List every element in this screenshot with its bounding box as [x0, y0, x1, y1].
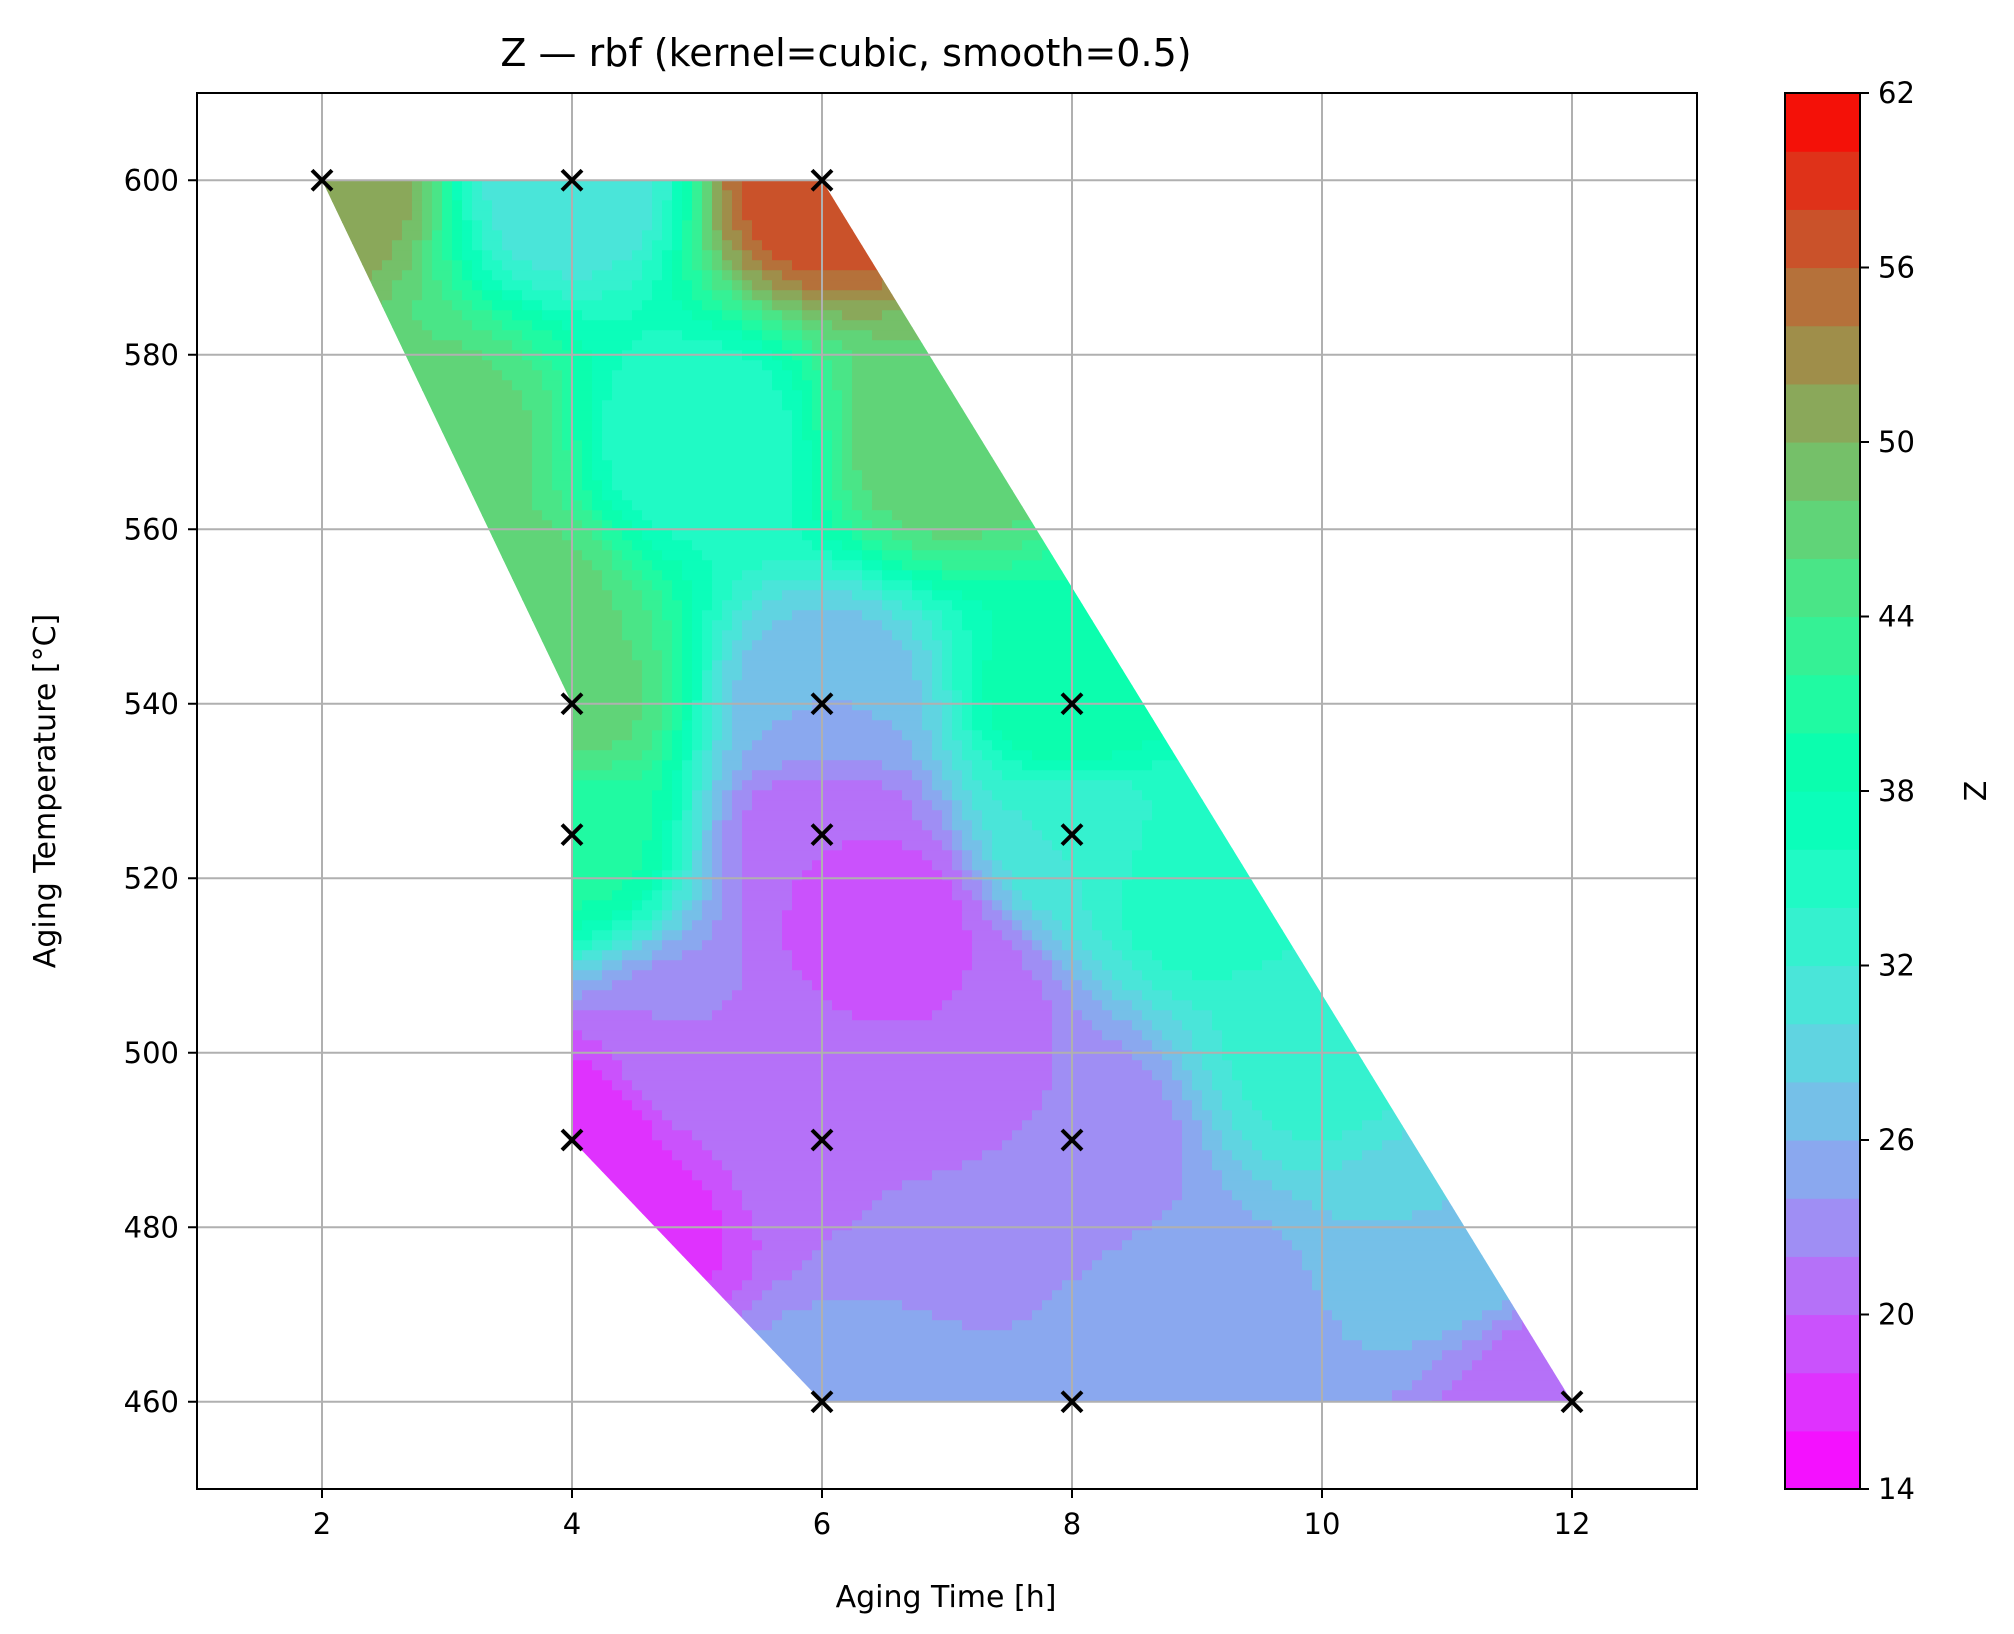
x-tick-label: 2	[313, 1507, 331, 1541]
sample-point-marker	[810, 1390, 834, 1414]
colorbar-band	[1785, 325, 1860, 385]
y-tick-label: 560	[124, 512, 179, 546]
colorbar-tick-label: 38	[1878, 774, 1915, 808]
y-tick-label: 520	[124, 861, 179, 895]
colorbar-band	[1785, 1023, 1860, 1083]
y-tick-label: 500	[124, 1036, 179, 1070]
sample-points	[310, 168, 1584, 1414]
sample-point-marker	[560, 823, 584, 847]
sample-point-marker	[810, 823, 834, 847]
colorbar-band	[1785, 209, 1860, 269]
x-tick-label: 12	[1554, 1507, 1591, 1541]
colorbar-ticks: 14 20 26 32 38 44 50 56 62	[1860, 76, 1915, 1506]
colorbar-band	[1785, 1314, 1860, 1374]
colorbar-band	[1785, 1430, 1860, 1490]
sample-point-marker	[560, 692, 584, 716]
y-tick-label: 580	[124, 338, 179, 372]
colorbar-band	[1785, 1081, 1860, 1141]
sample-point-marker	[810, 168, 834, 192]
sample-point-marker	[1560, 1390, 1584, 1414]
colorbar-band	[1785, 849, 1860, 908]
x-tick-label: 6	[813, 1507, 831, 1541]
colorbar-band	[1785, 1372, 1860, 1432]
colorbar-tick-label: 26	[1878, 1123, 1915, 1157]
colorbar-band	[1785, 500, 1860, 559]
x-tick-label: 8	[1063, 1507, 1081, 1541]
colorbar-band	[1785, 907, 1860, 967]
colorbar-band	[1785, 965, 1860, 1025]
colorbar-label: Z	[1959, 781, 1994, 802]
y-tick-label: 480	[124, 1210, 179, 1244]
colorbar-band	[1785, 616, 1860, 676]
colorbar-band	[1785, 791, 1860, 850]
y-axis-label: Aging Temperature [°C]	[28, 614, 63, 968]
x-tick-label: 4	[563, 1507, 581, 1541]
colorbar-band	[1785, 1140, 1860, 1199]
colorbar-tick-label: 14	[1878, 1472, 1915, 1506]
colorbar-band	[1785, 674, 1860, 734]
y-tick-label: 600	[124, 163, 179, 197]
y-tick-label: 460	[124, 1385, 179, 1419]
colorbar-tick-label: 20	[1878, 1298, 1915, 1332]
sample-point-marker	[1060, 823, 1084, 847]
colorbar-band	[1785, 93, 1860, 152]
colorbar-tick-label: 32	[1878, 949, 1915, 983]
colorbar-tick-label: 50	[1878, 425, 1915, 459]
sample-point-marker	[1060, 1128, 1084, 1152]
sample-point-marker	[810, 1128, 834, 1152]
plot-frame	[196, 92, 1698, 1490]
colorbar-band	[1785, 1256, 1860, 1316]
sample-point-marker	[1060, 692, 1084, 716]
colorbar-band	[1785, 151, 1860, 210]
colorbar-band	[1785, 267, 1860, 327]
sample-point-marker	[810, 692, 834, 716]
grid-lines	[197, 93, 1697, 1489]
x-axis-label: Aging Time [h]	[836, 1580, 1057, 1615]
sample-point-marker	[1060, 1390, 1084, 1414]
colorbar-band	[1785, 558, 1860, 618]
x-tick-label: 10	[1304, 1507, 1341, 1541]
colorbar-tick-label: 62	[1878, 76, 1915, 110]
x-axis-ticks: 2 4 6 8 10 12	[313, 1489, 1591, 1541]
colorbar-band	[1785, 732, 1860, 792]
colorbar-tick-label: 44	[1878, 600, 1915, 634]
colorbar-band	[1785, 1198, 1860, 1257]
chart-title: Z — rbf (kernel=cubic, smooth=0.5)	[500, 31, 1191, 75]
sample-point-marker	[310, 168, 334, 192]
colorbar	[1784, 92, 1861, 1490]
colorbar-band	[1785, 383, 1860, 443]
colorbar-band	[1785, 442, 1860, 501]
y-axis-ticks: 460 480 500 520 540 560 580 600	[124, 163, 197, 1419]
y-tick-label: 540	[124, 687, 179, 721]
colorbar-tick-label: 56	[1878, 251, 1915, 285]
sample-point-marker	[560, 168, 584, 192]
sample-point-marker	[560, 1128, 584, 1152]
